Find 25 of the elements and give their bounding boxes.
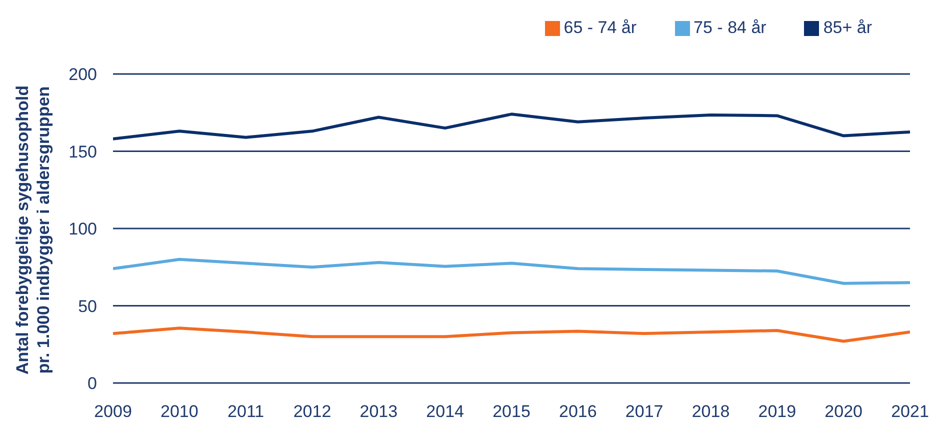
line-series bbox=[113, 112, 910, 140]
x-tick-label: 2017 bbox=[625, 402, 664, 422]
y-tick-label: 50 bbox=[78, 296, 97, 316]
x-tick-label: 2010 bbox=[160, 402, 198, 422]
x-tick-label: 2011 bbox=[228, 402, 264, 422]
x-tick-label: 2013 bbox=[360, 402, 398, 422]
x-tick-label: 2009 bbox=[94, 402, 132, 422]
x-tick-label: 2021 bbox=[891, 402, 929, 422]
y-axis-title: Antal forebyggelige sygehusophold pr. 1.000 indbygger i aldersgruppen bbox=[13, 85, 53, 375]
x-tick-label: 2014 bbox=[426, 402, 464, 422]
line-series bbox=[113, 258, 910, 285]
legend-label: 65 - 74 år bbox=[564, 18, 637, 37]
y-tick-label: 0 bbox=[88, 374, 97, 394]
y-tick-label: 100 bbox=[68, 220, 97, 239]
x-tick-label: 2020 bbox=[824, 402, 862, 422]
legend-label: 75 - 84 år bbox=[694, 18, 766, 37]
y-tick-label: 150 bbox=[68, 142, 97, 162]
legend-label: 85+ år bbox=[823, 18, 872, 37]
y-tick-label: 200 bbox=[68, 65, 97, 84]
x-tick-label: 2018 bbox=[692, 402, 730, 422]
x-tick-label: 2019 bbox=[758, 402, 796, 422]
x-tick-label: 2015 bbox=[492, 402, 530, 422]
x-tick-label: 2012 bbox=[293, 402, 332, 422]
line-series bbox=[113, 326, 910, 343]
x-tick-label: 2016 bbox=[559, 402, 597, 422]
